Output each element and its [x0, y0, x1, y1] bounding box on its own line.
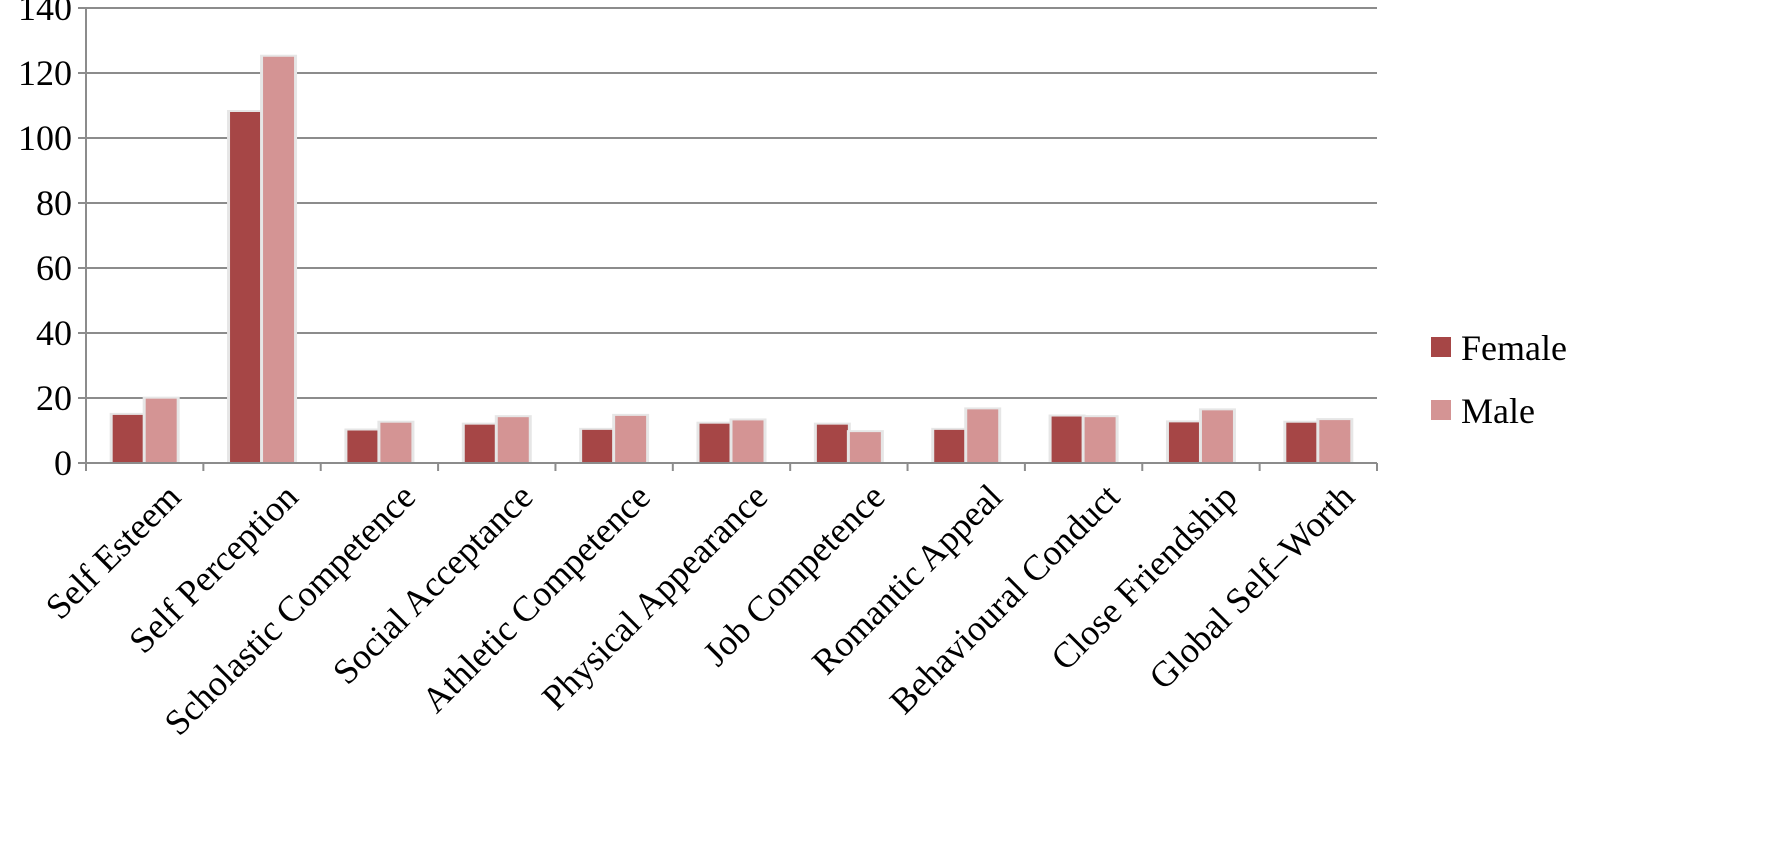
bar-male: [380, 422, 412, 463]
bar-male: [967, 409, 999, 463]
bar-female: [230, 112, 262, 463]
y-tick-label: 20: [36, 378, 72, 418]
bar-male: [145, 398, 177, 463]
y-tick-label: 60: [36, 248, 72, 288]
bars: [109, 54, 1354, 463]
bar-male: [497, 417, 529, 463]
bar-female: [1286, 422, 1318, 463]
y-tick-label: 80: [36, 183, 72, 223]
bar-female: [582, 429, 614, 463]
bar-male: [1201, 410, 1233, 463]
axes: [78, 7, 1378, 471]
bar-female: [464, 424, 496, 463]
bar-male: [732, 420, 764, 463]
bar-male: [849, 432, 881, 463]
category-label: Athletic Competence: [414, 476, 658, 720]
bar-female: [347, 430, 379, 463]
bar-male: [263, 56, 295, 463]
legend: Female Male: [1431, 328, 1567, 431]
bar-female: [112, 414, 144, 463]
bar-female: [816, 424, 848, 463]
y-tick-label: 140: [18, 0, 72, 28]
category-label: Social Acceptance: [325, 476, 541, 692]
category-label: Global Self–Worth: [1141, 476, 1362, 697]
y-tick-label: 0: [54, 443, 72, 483]
y-tick-labels: 0 20 40 60 80 100 120 140: [18, 0, 72, 483]
legend-label-male: Male: [1461, 391, 1535, 431]
category-label: Behavioural Conduct: [882, 476, 1127, 721]
legend-swatch-male: [1431, 400, 1451, 420]
legend-label-female: Female: [1461, 328, 1567, 368]
bar-female: [1051, 416, 1083, 463]
bar-male: [1084, 417, 1116, 463]
bar-female: [1168, 422, 1200, 463]
grid-lines: [86, 7, 1377, 399]
category-label: Physical Appearance: [534, 476, 775, 717]
y-tick-label: 100: [18, 118, 72, 158]
bar-female: [934, 429, 966, 463]
y-tick-label: 40: [36, 313, 72, 353]
bar-female: [699, 423, 731, 463]
bar-male: [615, 415, 647, 463]
legend-swatch-female: [1431, 337, 1451, 357]
y-tick-label: 120: [18, 53, 72, 93]
bar-male: [1319, 420, 1351, 463]
